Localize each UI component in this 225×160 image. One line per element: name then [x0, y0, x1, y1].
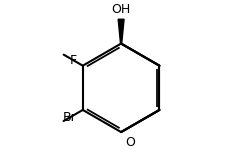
Text: F: F: [69, 54, 76, 67]
Text: O: O: [124, 136, 134, 149]
Polygon shape: [118, 19, 124, 44]
Text: Br: Br: [63, 111, 76, 124]
Text: OH: OH: [111, 3, 130, 16]
